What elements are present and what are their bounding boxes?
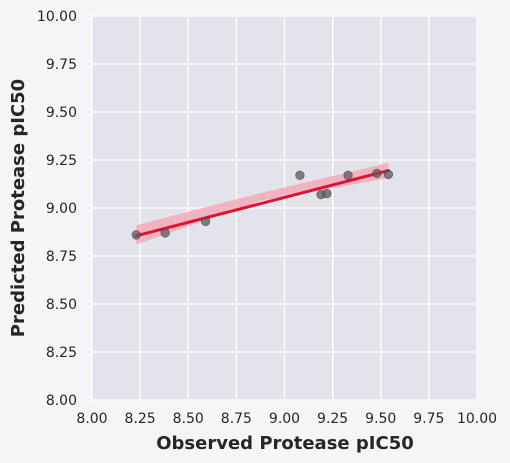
y-tick-label: 9.75 [46,57,77,73]
x-tick-label: 10.00 [457,411,497,427]
x-tick-label: 8.75 [221,411,252,427]
confidence-band-layer [136,162,389,245]
grid [91,15,478,401]
y-tick-label: 9.50 [46,105,77,121]
x-tick-label: 8.00 [76,411,107,427]
x-tick-label: 8.50 [173,411,204,427]
y-tick-labels: 8.00 8.25 8.50 8.75 9.00 9.25 9.50 9.75 10.00 [37,9,77,409]
data-point [372,168,382,179]
y-tick-label: 8.25 [46,345,77,361]
data-point [383,169,394,180]
data-point [131,230,141,240]
x-tick-label: 9.25 [317,411,348,427]
data-point [200,216,211,227]
y-axis-title: Predicted Protease pIC50 [8,79,29,337]
data-point [343,170,353,181]
x-axis-title: Observed Protease pIC50 [156,433,414,454]
data-point [160,228,170,238]
data-points [131,168,394,240]
data-point [295,170,305,181]
x-tick-label: 9.50 [365,411,396,427]
x-tick-label: 9.75 [413,411,444,427]
y-tick-label: 8.00 [46,393,77,409]
y-tick-label: 10.00 [37,9,77,25]
data-point [322,188,332,199]
y-tick-label: 9.00 [46,201,77,217]
regression-line-layer [134,169,390,238]
y-tick-label: 8.75 [46,249,77,265]
x-tick-label: 9.00 [269,411,300,427]
confidence-band [136,162,389,245]
x-tick-label: 8.25 [125,411,156,427]
y-tick-label: 9.25 [46,153,77,169]
y-tick-label: 8.50 [46,297,77,313]
x-tick-labels: 8.00 8.25 8.50 8.75 9.00 9.25 9.50 9.75 10.00 [76,411,497,427]
regression-line [134,169,390,238]
